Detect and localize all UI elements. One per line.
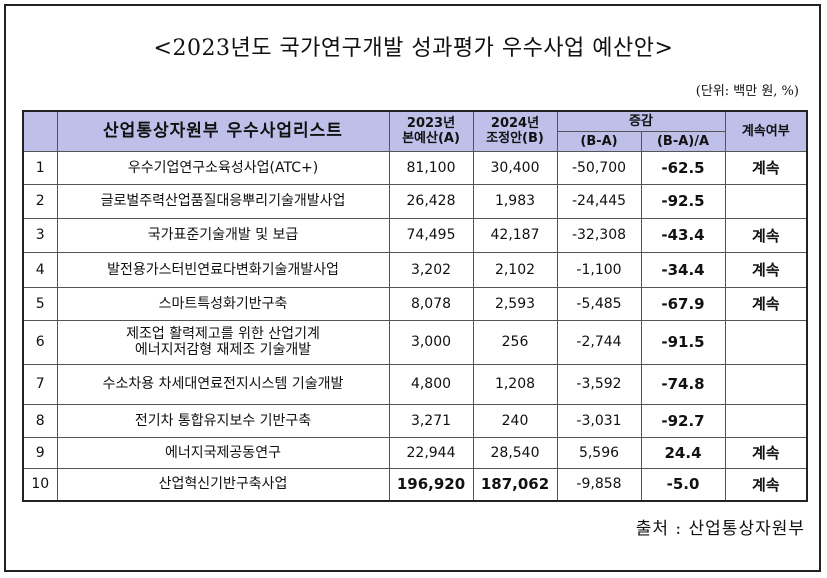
table-row: 1 우수기업연구소육성사업(ATC+) 81,100 30,400 -50,700 -62… — [22, 150, 808, 185]
change-amount: -9,858 — [556, 467, 642, 502]
change-ratio: -92.7 — [640, 403, 726, 438]
budget-2024: 28,540 — [472, 436, 558, 469]
change-amount: -5,485 — [556, 286, 642, 321]
project-name: 전기차 통합유지보수 기반구축 — [56, 403, 390, 438]
change-ratio: -43.4 — [640, 217, 726, 253]
row-number: 6 — [22, 319, 58, 365]
continue-status — [724, 183, 808, 219]
project-name: 제조업 활력제고를 위한 산업기계 에너지저감형 재제조 기술개발 — [56, 319, 390, 365]
change-amount: -2,744 — [556, 319, 642, 365]
continue-status: 계속 — [724, 217, 808, 253]
change-ratio: -67.9 — [640, 286, 726, 321]
continue-status: 계속 — [724, 150, 808, 185]
continue-status: 계속 — [724, 251, 808, 288]
header-continue: 계속여부 — [724, 110, 808, 152]
row-number: 4 — [22, 251, 58, 288]
project-name: 스마트특성화기반구축 — [56, 286, 390, 321]
continue-status: 계속 — [724, 286, 808, 321]
change-amount: -3,031 — [556, 403, 642, 438]
budget-2023: 3,202 — [388, 251, 474, 288]
header-no — [22, 110, 58, 152]
row-number: 3 — [22, 217, 58, 253]
budget-2024: 1,208 — [472, 363, 558, 405]
source-note: 출처 : 산업통상자원부 — [635, 519, 805, 539]
budget-2023: 4,800 — [388, 363, 474, 405]
budget-2023: 3,000 — [388, 319, 474, 365]
row-number: 8 — [22, 403, 58, 438]
table-row: 4 발전용가스터빈연료다변화기술개발사업 3,202 2,102 -1,100 -34.4… — [22, 251, 808, 288]
table-row: 6 제조업 활력제고를 위한 산업기계 에너지저감형 재제조 기술개발 3,000 2… — [22, 319, 808, 365]
budget-2023: 81,100 — [388, 150, 474, 185]
project-name: 발전용가스터빈연료다변화기술개발사업 — [56, 251, 390, 288]
continue-status: 계속 — [724, 467, 808, 502]
table-row: 2 글로벌주력산업품질대응뿌리기술개발사업 26,428 1,983 -24,445 -9… — [22, 183, 808, 219]
budget-2024: 2,102 — [472, 251, 558, 288]
budget-table: 산업통상자원부 우수사업리스트 2023년 본예산(A) 2024년 조정안(B… — [22, 110, 809, 502]
table-row: 10 산업혁신기반구축사업 196,920 187,062 -9,858 -5.0 계속 — [22, 467, 808, 502]
budget-2024: 1,983 — [472, 183, 558, 219]
budget-2023: 3,271 — [388, 403, 474, 438]
budget-2023: 8,078 — [388, 286, 474, 321]
project-name: 에너지국제공동연구 — [56, 436, 390, 469]
budget-2023: 22,944 — [388, 436, 474, 469]
table-row: 5 스마트특성화기반구축 8,078 2,593 -5,485 -67.9 계속 — [22, 286, 808, 321]
budget-2024: 240 — [472, 403, 558, 438]
budget-2023: 26,428 — [388, 183, 474, 219]
project-name: 우수기업연구소육성사업(ATC+) — [56, 150, 390, 185]
budget-2024: 187,062 — [472, 467, 558, 502]
row-number: 5 — [22, 286, 58, 321]
row-number: 9 — [22, 436, 58, 469]
change-amount: 5,596 — [556, 436, 642, 469]
project-name: 국가표준기술개발 및 보급 — [56, 217, 390, 253]
table-row: 7 수소차용 차세대연료전지시스템 기술개발 4,800 1,208 -3,592 -74… — [22, 363, 808, 405]
change-ratio: -91.5 — [640, 319, 726, 365]
change-ratio: -74.8 — [640, 363, 726, 405]
table-row: 8 전기차 통합유지보수 기반구축 3,271 240 -3,031 -92.7 — [22, 403, 808, 438]
table-row: 9 에너지국제공동연구 22,944 28,540 5,596 24.4 계속 — [22, 436, 808, 469]
page-title: <2023년도 국가연구개발 성과평가 우수사업 예산안> — [153, 36, 674, 61]
table-body: 1 우수기업연구소육성사업(ATC+) 81,100 30,400 -50,700 -62… — [22, 150, 808, 502]
budget-2024: 42,187 — [472, 217, 558, 253]
document-frame — [4, 4, 821, 572]
row-number: 1 — [22, 150, 58, 185]
continue-status — [724, 363, 808, 405]
row-number: 2 — [22, 183, 58, 219]
budget-2024: 2,593 — [472, 286, 558, 321]
unit-note: (단위: 백만 원, %) — [695, 84, 799, 99]
budget-2023: 196,920 — [388, 467, 474, 502]
change-amount: -32,308 — [556, 217, 642, 253]
budget-2023: 74,495 — [388, 217, 474, 253]
header-change: 증감 — [556, 110, 726, 132]
change-ratio: 24.4 — [640, 436, 726, 469]
change-ratio: -62.5 — [640, 150, 726, 185]
header-2024: 2024년 조정안(B) — [472, 110, 558, 152]
header-list-title: 산업통상자원부 우수사업리스트 — [56, 110, 390, 152]
continue-status — [724, 403, 808, 438]
change-ratio: -92.5 — [640, 183, 726, 219]
change-amount: -3,592 — [556, 363, 642, 405]
change-amount: -1,100 — [556, 251, 642, 288]
change-ratio: -34.4 — [640, 251, 726, 288]
budget-2024: 30,400 — [472, 150, 558, 185]
row-number: 7 — [22, 363, 58, 405]
budget-2024: 256 — [472, 319, 558, 365]
change-amount: -50,700 — [556, 150, 642, 185]
header-ratio: (B-A)/A — [640, 130, 726, 152]
change-ratio: -5.0 — [640, 467, 726, 502]
row-number: 10 — [22, 467, 58, 502]
change-amount: -24,445 — [556, 183, 642, 219]
project-name: 산업혁신기반구축사업 — [56, 467, 390, 502]
continue-status — [724, 319, 808, 365]
project-name: 수소차용 차세대연료전지시스템 기술개발 — [56, 363, 390, 405]
project-name: 글로벌주력산업품질대응뿌리기술개발사업 — [56, 183, 390, 219]
table-row: 3 국가표준기술개발 및 보급 74,495 42,187 -32,308 -43.4 계속 — [22, 217, 808, 253]
continue-status: 계속 — [724, 436, 808, 469]
header-diff: (B-A) — [556, 130, 642, 152]
header-2023: 2023년 본예산(A) — [388, 110, 474, 152]
